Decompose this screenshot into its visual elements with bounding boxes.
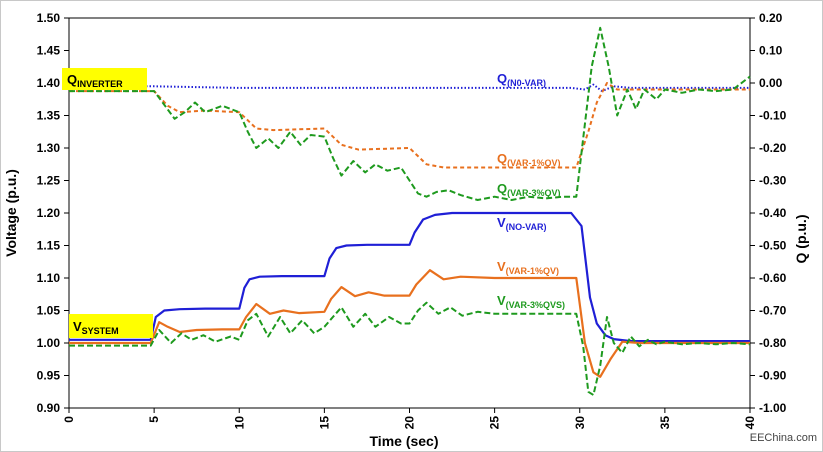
y2-tick-label: -0.20: [759, 141, 787, 155]
watermark-text: EEChina.com: [750, 432, 817, 444]
q-no-var-label: Q(N0-VAR): [497, 71, 546, 88]
y-tick-label: 0.95: [37, 369, 61, 383]
y-tick-label: 1.10: [37, 271, 61, 285]
q-inverter-label: QINVERTER: [67, 72, 123, 89]
v-system-label: VSYSTEM: [73, 319, 119, 336]
v-no-var-label: V(NO-VAR): [497, 215, 547, 232]
v-no-var-line: [69, 211, 750, 343]
v-var-3pct-label: V(VAR-3%QVS): [497, 293, 565, 310]
x-tick-label: 40: [743, 416, 757, 430]
y2-tick-label: -0.40: [759, 206, 787, 220]
q-var-1pct-label: Q(VAR-1%QV): [497, 151, 560, 168]
y2-tick-label: -1.00: [759, 401, 787, 415]
v-var-1pct-line: [69, 269, 750, 378]
q-inverter-highlight: [62, 68, 147, 90]
y2-tick-label: -0.70: [759, 304, 787, 318]
x-tick-label: 20: [403, 416, 417, 430]
y-tick-label: 1.15: [37, 239, 61, 253]
y2-tick-label: -0.80: [759, 336, 787, 350]
series-group: [69, 26, 751, 396]
q-var-1pct-line: [69, 82, 750, 169]
y2-tick-label: 0.20: [759, 11, 783, 25]
v-system-highlight: [69, 314, 153, 338]
y2-tick-label: -0.10: [759, 109, 787, 123]
x-tick-label: 0: [62, 416, 76, 423]
x-tick-label: 10: [232, 416, 246, 430]
y-tick-label: 1.30: [37, 141, 61, 155]
q-no-var-line: [69, 83, 750, 93]
y-tick-label: 1.50: [37, 11, 61, 25]
x-tick-label: 15: [317, 416, 331, 430]
y-tick-label: 0.90: [37, 401, 61, 415]
y2-tick-label: -0.90: [759, 369, 787, 383]
x-tick-label: 30: [573, 416, 587, 430]
y2-axis-title: Q (p.u.): [793, 215, 809, 264]
y2-tick-label: -0.60: [759, 271, 787, 285]
annotations-group: QINVERTER VSYSTEM Q(N0-VAR) Q(VAR-1%QV) Q(VA…: [62, 68, 565, 338]
q-var-3pct-label: Q(VAR-3%QV): [497, 181, 560, 198]
y-tick-label: 1.05: [37, 304, 61, 318]
y2-tick-label: -0.30: [759, 174, 787, 188]
x-tick-label: 5: [147, 416, 161, 423]
y2-tick-label: 0.10: [759, 44, 783, 58]
y-tick-label: 1.40: [37, 76, 61, 90]
y2-tick-label: 0.00: [759, 76, 783, 90]
ticks-group: 0 5 10 15 20 25 30 35 40 0.90 0.95 1.00 1.05 1.10 1.15…: [37, 11, 787, 429]
q-var-3pct-line: [69, 26, 751, 201]
y-tick-label: 1.45: [37, 44, 61, 58]
y-tick-label: 1.20: [37, 206, 61, 220]
y-tick-label: 1.25: [37, 174, 61, 188]
v-var-3pct-line: [69, 301, 751, 396]
y-tick-label: 1.00: [37, 336, 61, 350]
x-tick-label: 25: [488, 416, 502, 430]
y2-tick-label: -0.50: [759, 239, 787, 253]
y-axis-title: Voltage (p.u.): [3, 169, 19, 257]
v-var-1pct-label: V(VAR-1%QV): [497, 259, 559, 276]
y-tick-label: 1.35: [37, 109, 61, 123]
x-tick-label: 35: [658, 416, 672, 430]
x-axis-title: Time (sec): [370, 433, 439, 449]
